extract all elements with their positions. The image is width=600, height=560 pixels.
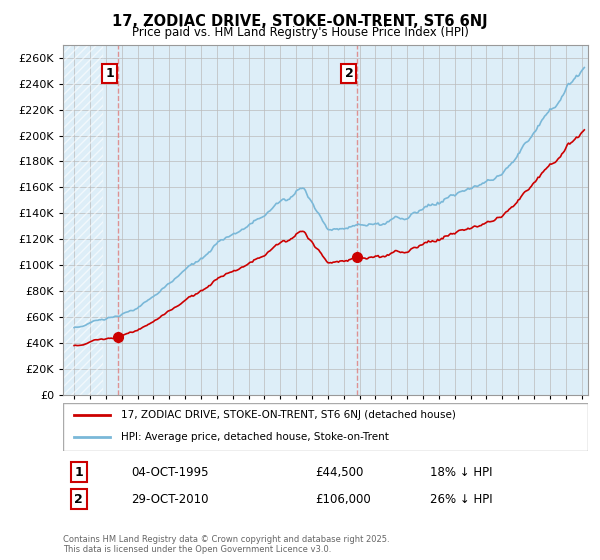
Text: 1: 1 <box>74 465 83 479</box>
Text: Contains HM Land Registry data © Crown copyright and database right 2025.
This d: Contains HM Land Registry data © Crown c… <box>63 535 389 554</box>
Text: 18% ↓ HPI: 18% ↓ HPI <box>431 465 493 479</box>
Text: 17, ZODIAC DRIVE, STOKE-ON-TRENT, ST6 6NJ: 17, ZODIAC DRIVE, STOKE-ON-TRENT, ST6 6N… <box>112 14 488 29</box>
Text: 1: 1 <box>106 67 114 80</box>
Text: 17, ZODIAC DRIVE, STOKE-ON-TRENT, ST6 6NJ (detached house): 17, ZODIAC DRIVE, STOKE-ON-TRENT, ST6 6N… <box>121 410 455 420</box>
Text: Price paid vs. HM Land Registry's House Price Index (HPI): Price paid vs. HM Land Registry's House … <box>131 26 469 39</box>
Text: 2: 2 <box>344 67 353 80</box>
Text: 26% ↓ HPI: 26% ↓ HPI <box>431 493 493 506</box>
Text: HPI: Average price, detached house, Stoke-on-Trent: HPI: Average price, detached house, Stok… <box>121 432 389 442</box>
Text: 04-OCT-1995: 04-OCT-1995 <box>131 465 209 479</box>
Text: 29-OCT-2010: 29-OCT-2010 <box>131 493 209 506</box>
Text: £106,000: £106,000 <box>315 493 371 506</box>
Text: 2: 2 <box>74 493 83 506</box>
Text: £44,500: £44,500 <box>315 465 364 479</box>
FancyBboxPatch shape <box>63 403 588 451</box>
